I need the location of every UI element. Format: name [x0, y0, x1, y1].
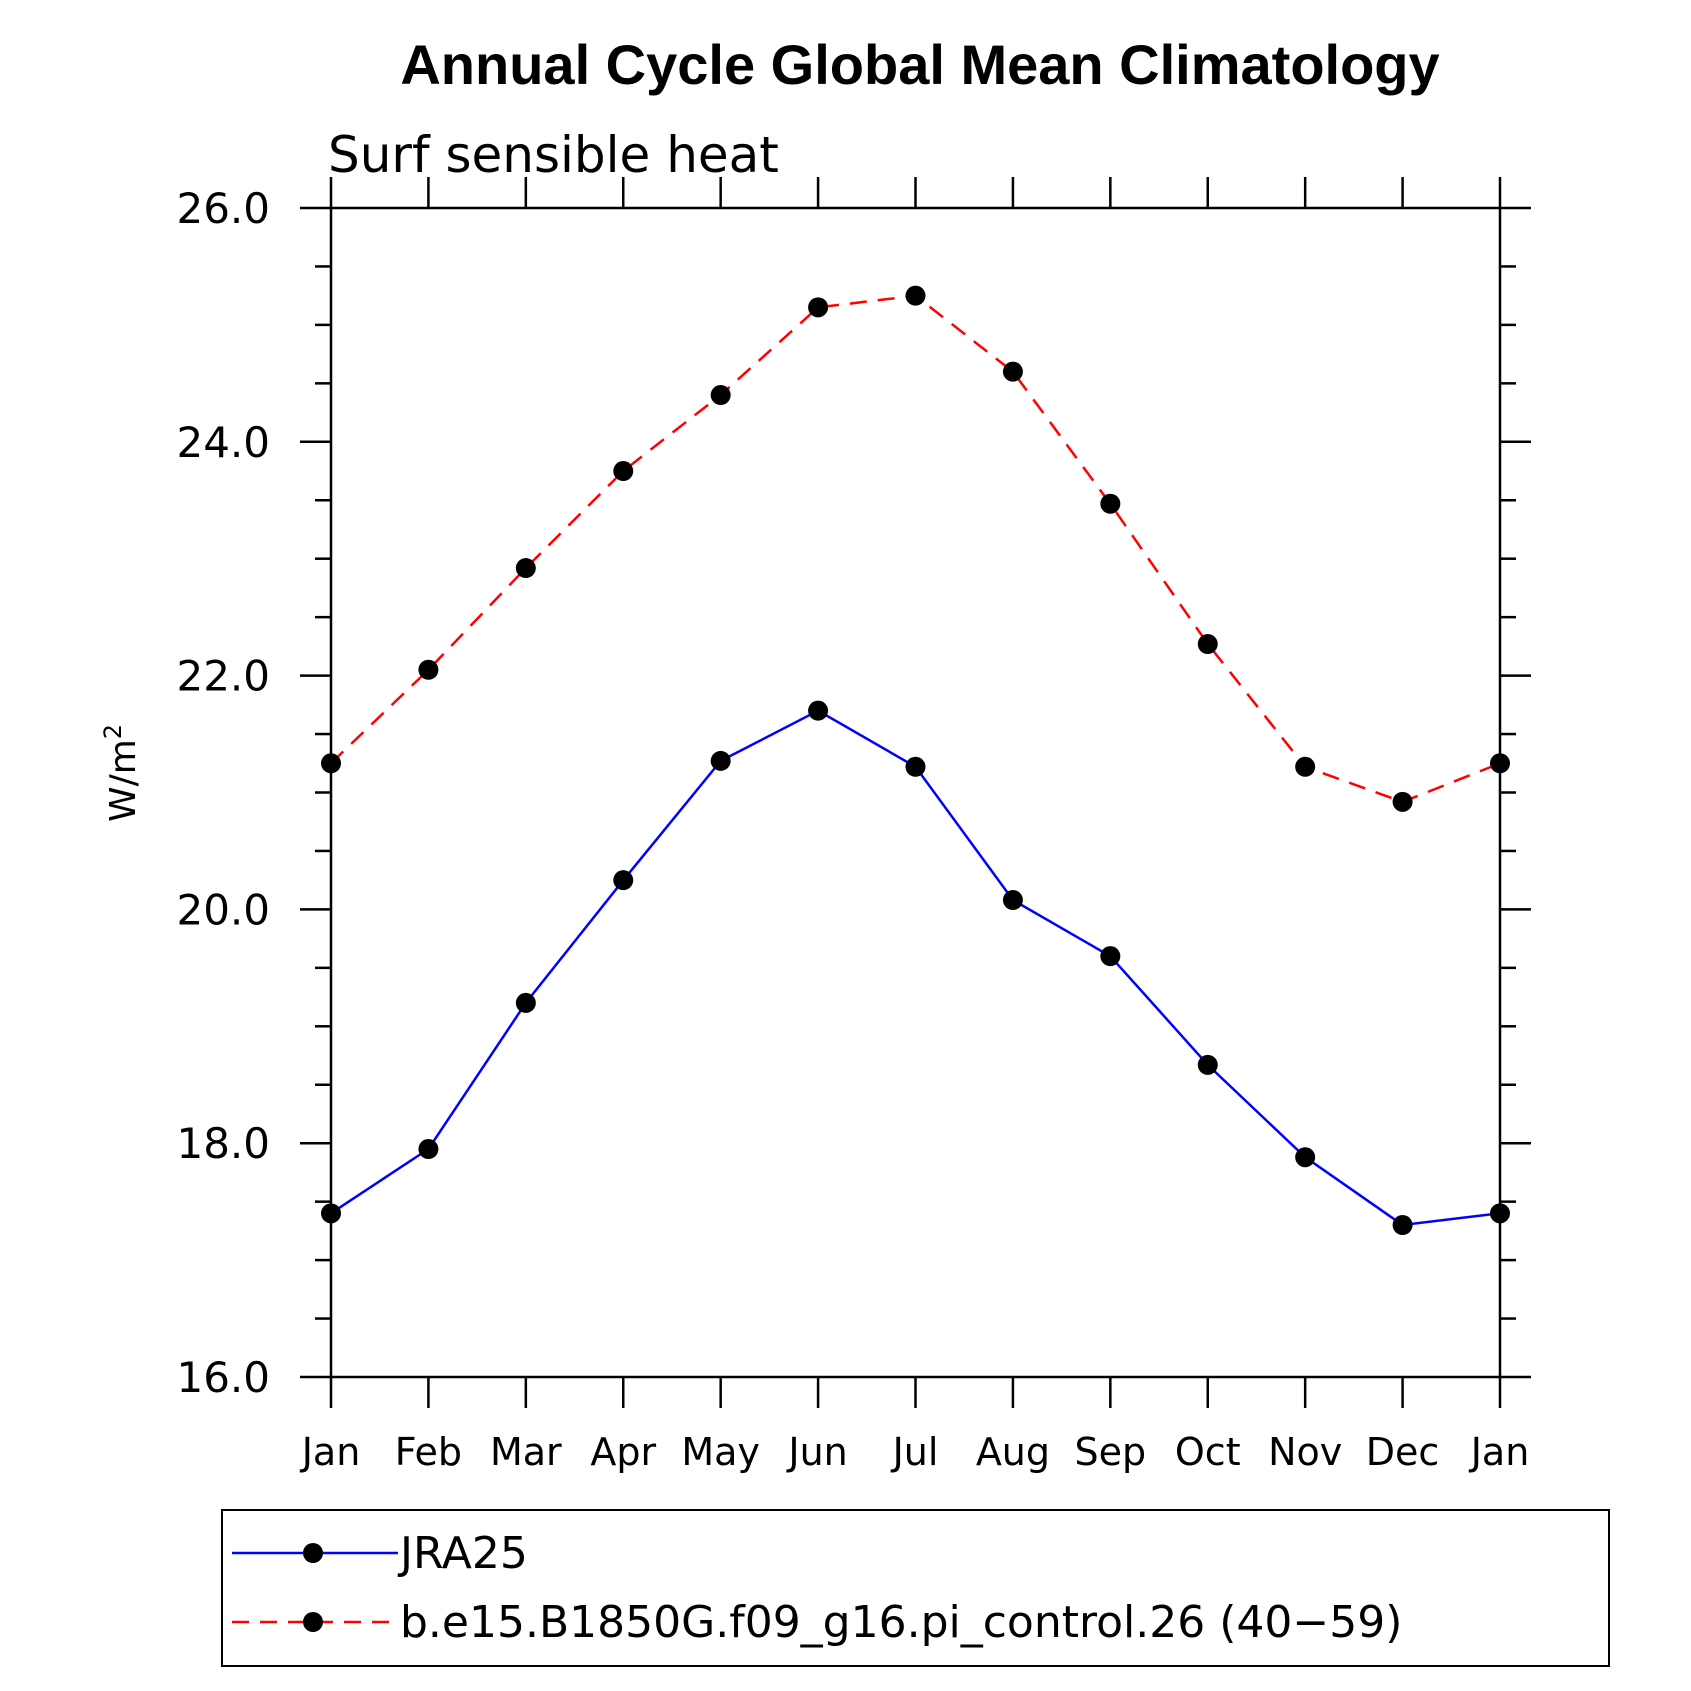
x-tick-label: Sep [1075, 1430, 1147, 1474]
series-0-point [905, 756, 926, 777]
series-0-point [613, 870, 634, 891]
chart-subtitle: Surf sensible heat [328, 126, 779, 184]
series-1-point [808, 297, 829, 318]
series-line-0 [330, 709, 1501, 1227]
x-tick-label: Apr [590, 1430, 656, 1474]
y-axis-label-unit: W/m [103, 739, 144, 822]
series-0-point [710, 750, 731, 771]
series-1-point [1392, 791, 1413, 812]
y-tick-label: 22.0 [176, 652, 270, 701]
axes: 16.0 18.0 20.0 22.0 24.0 26.0 Jan Feb Mar Apr May J… [176, 177, 1531, 1474]
series-0-point [418, 1139, 439, 1160]
x-tick-label: Dec [1366, 1430, 1440, 1474]
x-tick-label: May [681, 1430, 760, 1474]
y-tick-label: 20.0 [176, 885, 270, 934]
series-0-point [808, 700, 829, 721]
series-1-point [418, 659, 439, 680]
series-1-point [515, 558, 536, 579]
x-tick-label: Jun [786, 1430, 847, 1474]
legend: JRA25 b.e15.B1850G.f09_g16.pi_control.26… [221, 1509, 1610, 1667]
plot-frame [329, 206, 1502, 1379]
x-tick-label: Jan [300, 1430, 361, 1474]
series-1-point [905, 285, 926, 306]
x-tick-label: Nov [1268, 1430, 1342, 1474]
series-1-point [613, 461, 634, 482]
y-axis-label: W/m2 [99, 724, 144, 822]
legend-label-model: b.e15.B1850G.f09_g16.pi_control.26 (40−5… [400, 1597, 1402, 1648]
x-tick-label: Feb [395, 1430, 462, 1474]
series-1-point [1002, 361, 1023, 382]
series-1-point [1100, 493, 1121, 514]
x-tick-label: Jan [1469, 1430, 1530, 1474]
y-tick-label: 16.0 [176, 1353, 270, 1402]
series-0-point [1392, 1215, 1413, 1236]
legend-marker-jra25 [303, 1543, 323, 1563]
x-tick-label: Mar [490, 1430, 562, 1474]
y-tick-label: 26.0 [176, 184, 270, 233]
legend-frame [221, 1509, 1610, 1667]
legend-marker-model [303, 1612, 323, 1632]
series-1-point [1295, 756, 1316, 777]
series-0-point [321, 1203, 341, 1224]
series-0-point [1100, 946, 1121, 967]
series-0-point [1295, 1147, 1316, 1168]
y-tick-label: 24.0 [176, 418, 270, 467]
x-tick-label: Jul [891, 1430, 939, 1474]
series-layer [321, 285, 1510, 1236]
x-tick-label: Oct [1175, 1430, 1241, 1474]
series-1-point [1197, 634, 1218, 655]
series-0-point [1490, 1203, 1510, 1224]
legend-label-jra25: JRA25 [397, 1528, 528, 1579]
y-axis-label-superscript: 2 [99, 724, 127, 739]
y-tick-label: 18.0 [176, 1119, 270, 1168]
x-tick-label: Aug [976, 1430, 1050, 1474]
series-0-point [515, 992, 536, 1013]
series-0-point [1197, 1054, 1218, 1075]
series-0-point [1002, 890, 1023, 911]
series-line-1 [330, 294, 1501, 804]
chart-title: Annual Cycle Global Mean Climatology [400, 33, 1439, 96]
series-1-point [710, 385, 731, 406]
series-1-point [1490, 753, 1510, 774]
series-1-point [321, 753, 341, 774]
